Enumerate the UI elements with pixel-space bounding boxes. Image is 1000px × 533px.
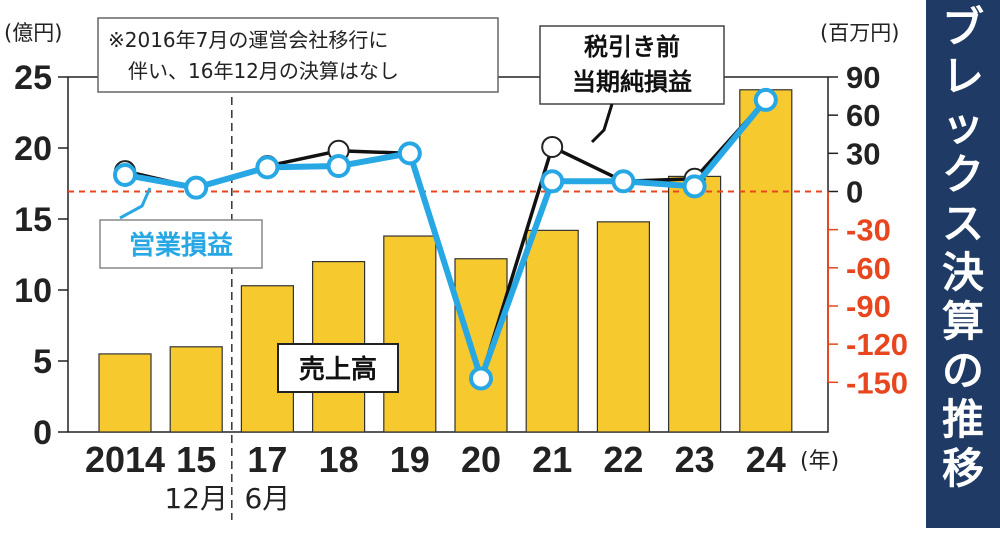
operating-profit-point — [753, 87, 778, 112]
x-tick-label: 17 — [247, 439, 287, 480]
operating-profit-line — [124, 97, 769, 382]
right-tick-label: -150 — [846, 365, 908, 400]
left-axis-unit: (億円) — [4, 21, 62, 45]
x-tick-label: 23 — [675, 439, 715, 480]
note-line-1: ※2016年7月の運営会社移行に — [108, 28, 388, 52]
note-line-2: 伴い、16年12月の決算はなし — [128, 59, 399, 83]
x-tick-sublabel: 6月 — [244, 482, 290, 515]
left-tick-label: 15 — [14, 201, 52, 239]
x-tick-label: 21 — [532, 439, 572, 480]
right-tick-label: 0 — [846, 174, 863, 209]
sales-bar — [383, 235, 437, 433]
operating-profit-point — [611, 169, 636, 194]
x-tick-sublabel: 12月 — [164, 482, 228, 515]
left-tick-label: 0 — [33, 414, 52, 452]
right-tick-label: -120 — [846, 327, 908, 362]
title-char: ッ — [942, 101, 984, 150]
right-tick-label: -90 — [846, 289, 891, 324]
operating-profit-point — [184, 175, 209, 200]
title-char: 決 — [942, 248, 984, 297]
net-label-line-1: 税引き前 — [584, 33, 680, 61]
sales-label: 売上高 — [299, 354, 377, 385]
op-label: 営業損益 — [129, 231, 233, 261]
right-tick-label: 90 — [846, 60, 880, 95]
title-char: ク — [942, 150, 984, 199]
sales-bar — [739, 89, 793, 433]
right-tick-label: 60 — [846, 98, 880, 133]
left-tick-label: 5 — [33, 343, 52, 381]
right-tick-label: -60 — [846, 251, 891, 286]
op-label-leader — [119, 187, 152, 220]
right-tick-label: -30 — [846, 213, 891, 248]
x-axis-unit: (年) — [800, 449, 839, 474]
op-label-box — [99, 219, 263, 269]
note-box — [97, 17, 499, 93]
title-char: ブ — [942, 3, 984, 52]
operating-profit-point — [682, 174, 707, 199]
right-axis-unit: (百万円) — [820, 21, 899, 45]
left-tick-label: 20 — [14, 130, 52, 168]
sales-bar — [596, 221, 651, 433]
operating-profit-point — [540, 169, 565, 194]
title-char: 移 — [942, 444, 984, 493]
x-tick-label: 22 — [603, 439, 643, 480]
net-label-box — [539, 25, 725, 105]
operating-profit-point — [255, 155, 280, 180]
x-tick-label: 18 — [319, 439, 359, 480]
x-tick-label: 15 — [176, 439, 216, 480]
operating-profit-point — [469, 366, 493, 391]
x-tick-label: 20 — [461, 439, 501, 480]
title-char: 推 — [942, 395, 984, 444]
operating-profit-point — [397, 141, 422, 166]
left-tick-label: 10 — [14, 272, 52, 310]
x-tick-label: 24 — [746, 439, 786, 480]
sales-label-box — [277, 343, 399, 393]
operating-profit-point — [326, 154, 351, 179]
sales-bar — [454, 258, 508, 433]
operating-profit-point — [113, 162, 137, 187]
left-tick-label: 25 — [14, 59, 52, 97]
net-label-line-2: 当期純損益 — [572, 68, 692, 96]
title-panel — [926, 0, 1000, 528]
line-series — [113, 87, 778, 391]
title-char: ス — [942, 199, 984, 248]
x-tick-label: 2014 — [85, 439, 165, 480]
sales-bar — [169, 346, 223, 433]
left-axis-ticks: 0 5 10 15 20 25 — [14, 59, 68, 452]
net-profit-point — [541, 135, 564, 158]
x-tick-label: 19 — [390, 439, 430, 480]
net-label-leader — [590, 103, 614, 144]
right-tick-label: 30 — [846, 136, 880, 171]
title-char: 算 — [942, 297, 984, 346]
sales-bar — [667, 175, 722, 433]
sales-bar — [98, 353, 152, 433]
title-char: レ — [942, 52, 984, 101]
sales-bar — [525, 229, 579, 433]
title-char: の — [942, 346, 984, 395]
bars — [98, 89, 793, 433]
